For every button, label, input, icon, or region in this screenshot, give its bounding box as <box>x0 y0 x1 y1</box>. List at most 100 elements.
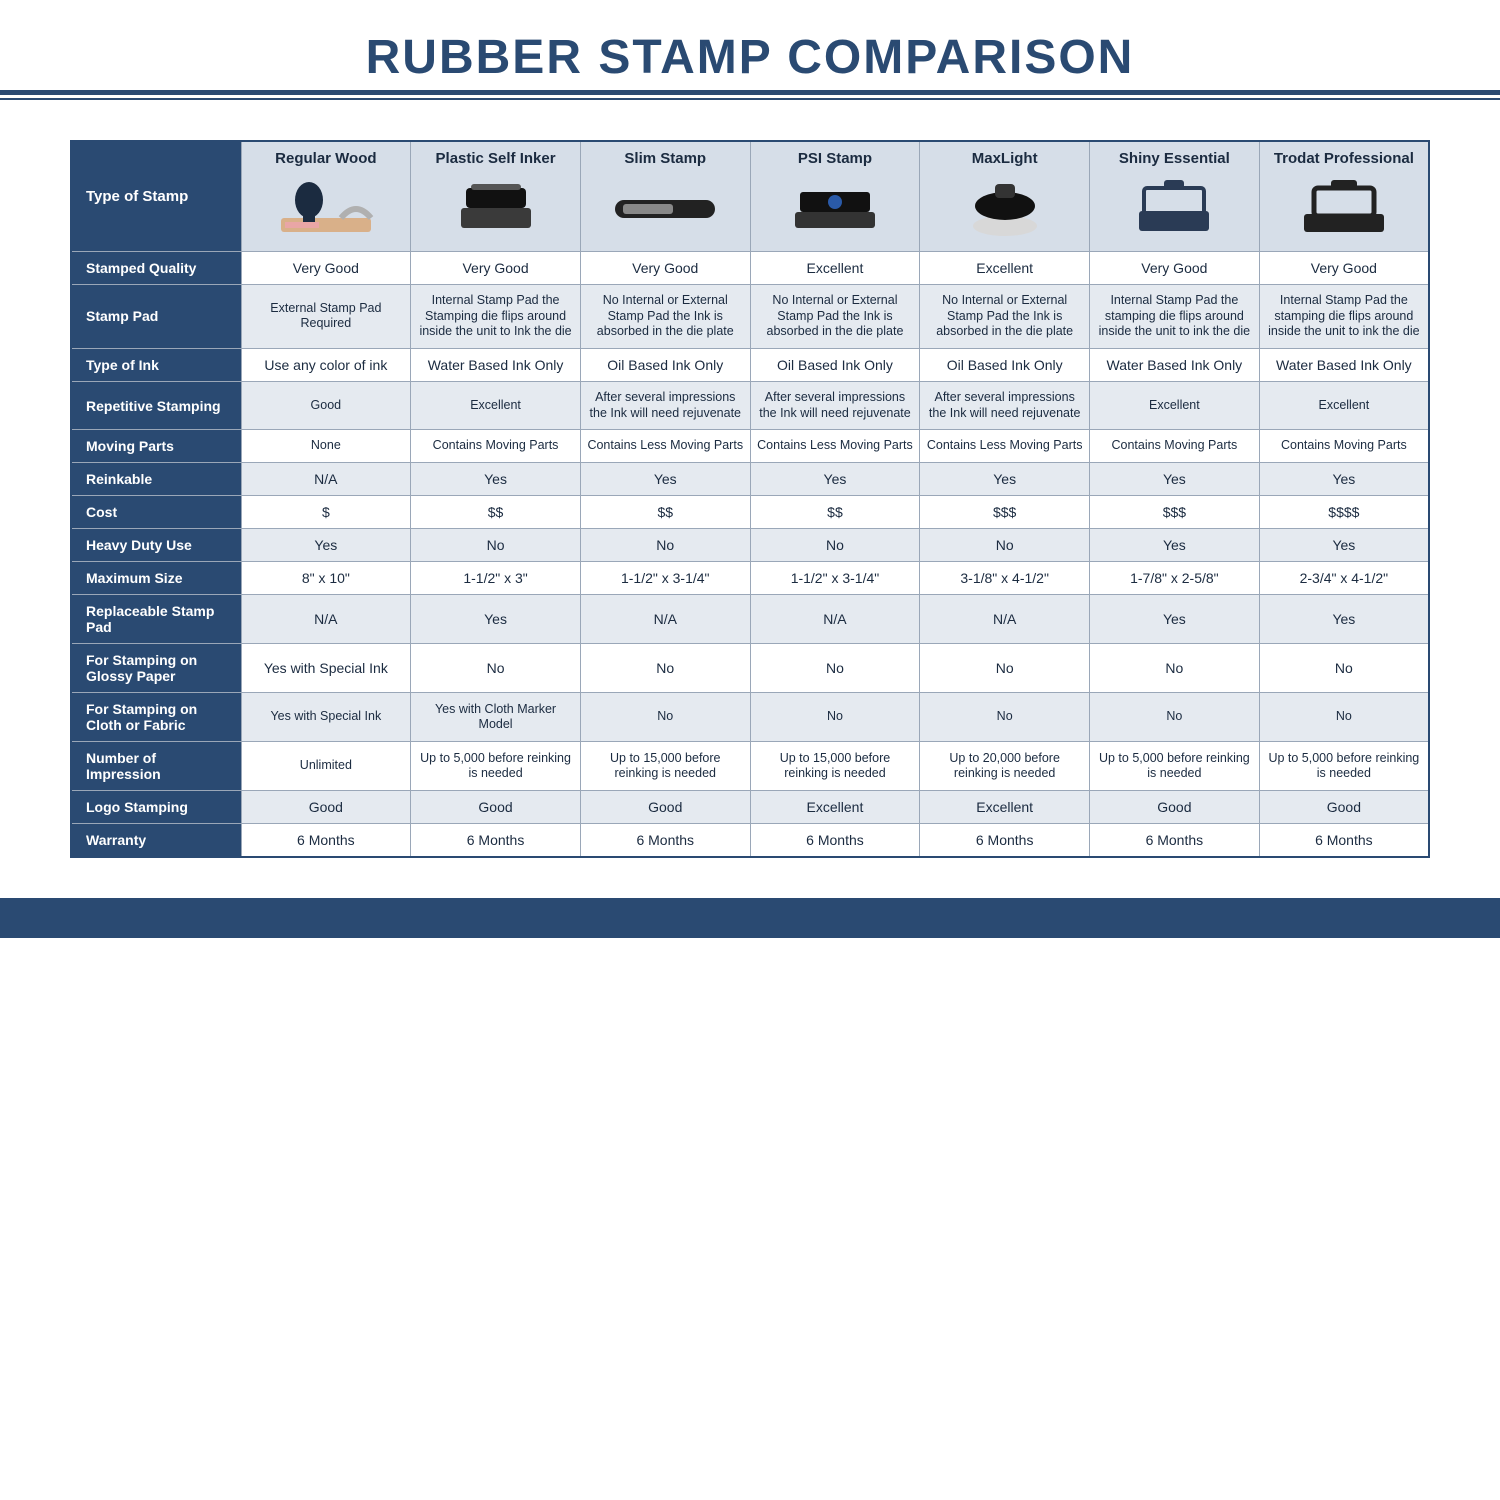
table-cell: Unlimited <box>241 742 411 791</box>
table-cell: No <box>750 693 920 742</box>
row-header: For Stamping on Glossy Paper <box>71 644 241 693</box>
row-header: Stamp Pad <box>71 285 241 349</box>
table-cell: Excellent <box>920 791 1090 824</box>
row-header: Logo Stamping <box>71 791 241 824</box>
column-header: PSI Stamp <box>750 141 920 252</box>
table-cell: After several impressions the Ink will n… <box>750 381 920 429</box>
table-cell: Up to 5,000 before reinking is needed <box>411 742 581 791</box>
column-label: Shiny Essential <box>1096 150 1253 167</box>
row-header: Cost <box>71 496 241 529</box>
table-row: For Stamping on Cloth or FabricYes with … <box>71 693 1429 742</box>
table-cell: No Internal or External Stamp Pad the In… <box>580 285 750 349</box>
column-label: PSI Stamp <box>757 150 914 167</box>
table-cell: 1-7/8" x 2-5/8" <box>1090 562 1260 595</box>
column-label: Regular Wood <box>248 150 405 167</box>
table-cell: Good <box>580 791 750 824</box>
table-cell: Yes <box>920 463 1090 496</box>
table-cell: No <box>580 529 750 562</box>
table-cell: Oil Based Ink Only <box>920 348 1090 381</box>
row-header: Reinkable <box>71 463 241 496</box>
table-cell: Yes <box>411 463 581 496</box>
table-row: Heavy Duty UseYesNoNoNoNoYesYes <box>71 529 1429 562</box>
table-cell: Internal Stamp Pad the Stamping die flip… <box>411 285 581 349</box>
table-cell: No Internal or External Stamp Pad the In… <box>750 285 920 349</box>
table-row: Stamped QualityVery GoodVery GoodVery Go… <box>71 252 1429 285</box>
table-cell: After several impressions the Ink will n… <box>920 381 1090 429</box>
table-body: Stamped QualityVery GoodVery GoodVery Go… <box>71 252 1429 858</box>
column-label: MaxLight <box>926 150 1083 167</box>
table-cell: Up to 5,000 before reinking is needed <box>1090 742 1260 791</box>
table-cell: Contains Moving Parts <box>411 430 581 463</box>
table-cell: Water Based Ink Only <box>1090 348 1260 381</box>
table-cell: No <box>580 644 750 693</box>
header-row: Type of Stamp Regular WoodPlastic Self I… <box>71 141 1429 252</box>
table-cell: Yes <box>750 463 920 496</box>
row-header: Number of Impression <box>71 742 241 791</box>
table-cell: Up to 20,000 before reinking is needed <box>920 742 1090 791</box>
row-header: Maximum Size <box>71 562 241 595</box>
table-cell: Contains Less Moving Parts <box>750 430 920 463</box>
table-cell: Excellent <box>920 252 1090 285</box>
frame-stamp-icon <box>1096 173 1253 243</box>
table-cell: Good <box>1259 791 1429 824</box>
table-cell: Yes <box>1090 463 1260 496</box>
table-cell: None <box>241 430 411 463</box>
column-header: Trodat Professional <box>1259 141 1429 252</box>
table-cell: Very Good <box>241 252 411 285</box>
table-cell: N/A <box>580 595 750 644</box>
page: RUBBER STAMP COMPARISON Type of Stamp Re… <box>0 0 1500 938</box>
table-cell: Yes with Special Ink <box>241 693 411 742</box>
table-cell: Water Based Ink Only <box>1259 348 1429 381</box>
column-header: Plastic Self Inker <box>411 141 581 252</box>
table-cell: N/A <box>920 595 1090 644</box>
table-cell: No <box>411 529 581 562</box>
table-cell: No <box>1259 693 1429 742</box>
table-cell: Oil Based Ink Only <box>580 348 750 381</box>
table-cell: No <box>411 644 581 693</box>
table-cell: After several impressions the Ink will n… <box>580 381 750 429</box>
table-cell: Excellent <box>1090 381 1260 429</box>
row-header: Warranty <box>71 824 241 858</box>
table-cell: External Stamp Pad Required <box>241 285 411 349</box>
table-cell: 6 Months <box>580 824 750 858</box>
table-cell: Up to 5,000 before reinking is needed <box>1259 742 1429 791</box>
table-cell: Very Good <box>1090 252 1260 285</box>
table-cell: Yes <box>1259 463 1429 496</box>
table-row: For Stamping on Glossy PaperYes with Spe… <box>71 644 1429 693</box>
table-cell: Oil Based Ink Only <box>750 348 920 381</box>
table-cell: Internal Stamp Pad the stamping die flip… <box>1090 285 1260 349</box>
table-cell: Yes with Special Ink <box>241 644 411 693</box>
table-cell: Good <box>1090 791 1260 824</box>
table-cell: Yes <box>1090 595 1260 644</box>
table-row: Logo StampingGoodGoodGoodExcellentExcell… <box>71 791 1429 824</box>
table-cell: No <box>920 644 1090 693</box>
table-cell: Excellent <box>411 381 581 429</box>
row-header: Moving Parts <box>71 430 241 463</box>
table-row: Cost$$$$$$$$$$$$$$$$$ <box>71 496 1429 529</box>
table-cell: 1-1/2" x 3" <box>411 562 581 595</box>
table-cell: Good <box>241 791 411 824</box>
table-cell: 6 Months <box>1090 824 1260 858</box>
table-cell: No Internal or External Stamp Pad the In… <box>920 285 1090 349</box>
table-cell: Yes <box>411 595 581 644</box>
table-cell: $$ <box>411 496 581 529</box>
title-rule-thick <box>0 90 1500 95</box>
table-cell: Yes with Cloth Marker Model <box>411 693 581 742</box>
wood-stamp-icon <box>248 173 405 243</box>
table-cell: $$$$ <box>1259 496 1429 529</box>
table-cell: 2-3/4" x 4-1/2" <box>1259 562 1429 595</box>
table-cell: 3-1/8" x 4-1/2" <box>920 562 1090 595</box>
table-cell: Good <box>411 791 581 824</box>
title-rule-thin <box>0 98 1500 100</box>
column-header: Regular Wood <box>241 141 411 252</box>
table-row: Number of ImpressionUnlimitedUp to 5,000… <box>71 742 1429 791</box>
table-cell: Excellent <box>750 252 920 285</box>
row-header: Heavy Duty Use <box>71 529 241 562</box>
table-cell: Internal Stamp Pad the stamping die flip… <box>1259 285 1429 349</box>
table-cell: No <box>920 529 1090 562</box>
table-cell: Yes <box>241 529 411 562</box>
row-header: Replaceable Stamp Pad <box>71 595 241 644</box>
row-header: Stamped Quality <box>71 252 241 285</box>
table-row: Type of InkUse any color of inkWater Bas… <box>71 348 1429 381</box>
table-cell: 6 Months <box>920 824 1090 858</box>
